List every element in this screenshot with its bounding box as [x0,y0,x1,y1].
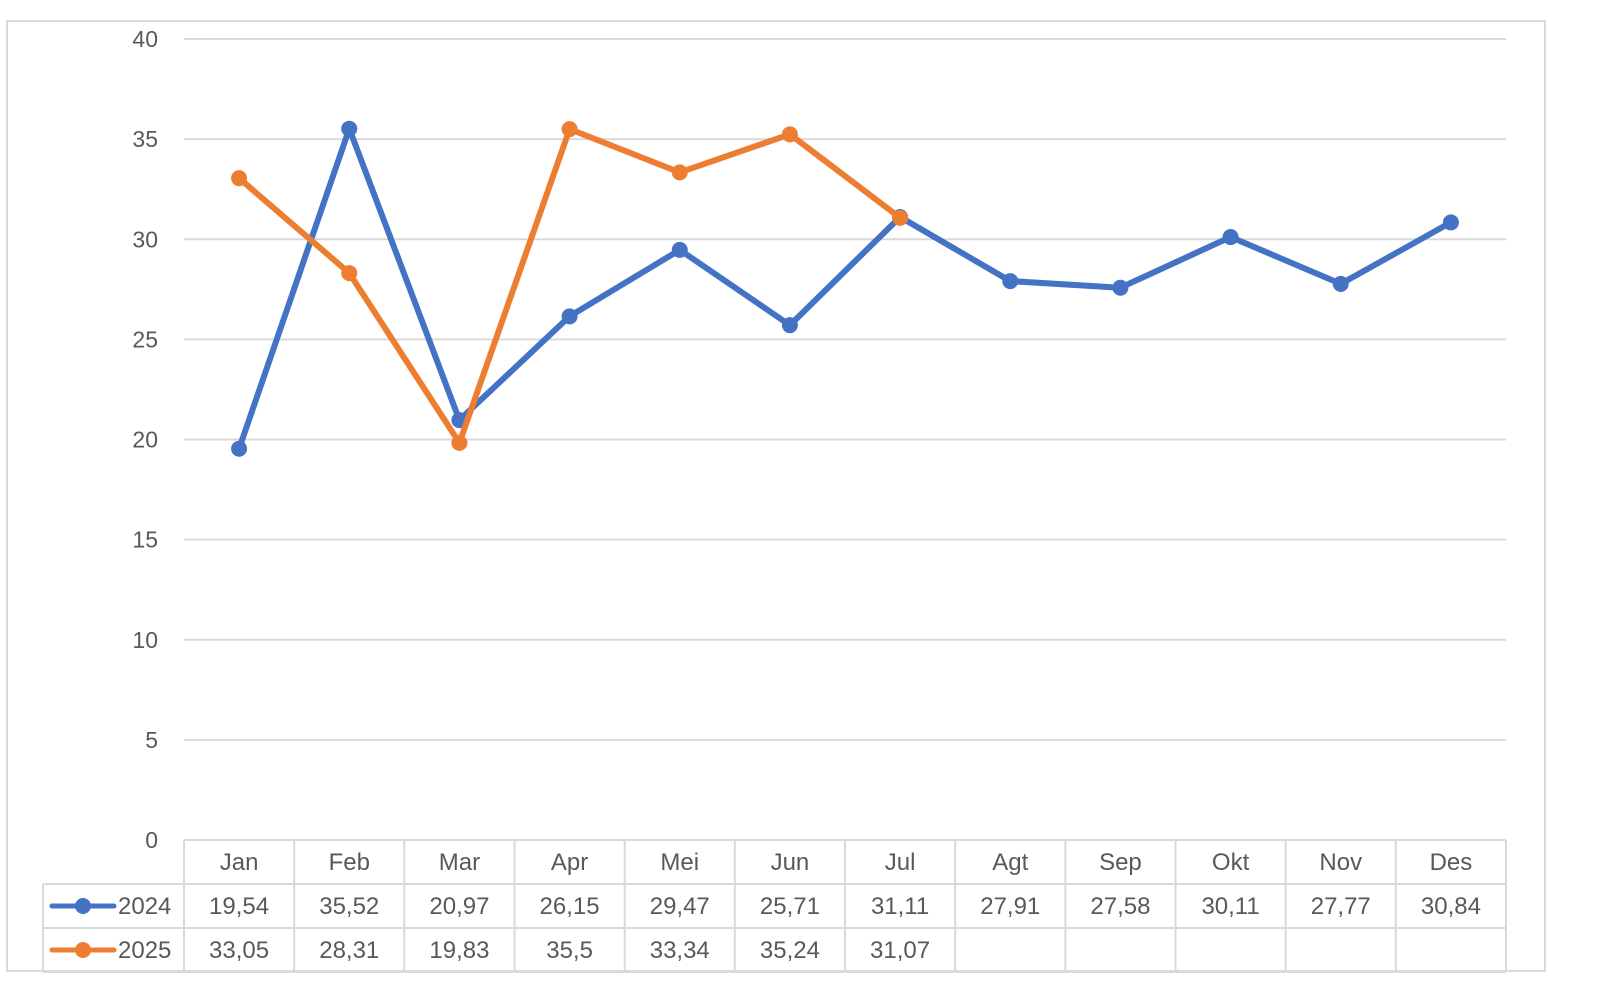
legend-series-name: 2024 [118,893,171,920]
data-point [561,121,578,138]
data-table-value: 33,34 [650,937,710,964]
legend-key-marker [75,942,91,958]
data-point [561,308,578,325]
x-category-label: Jul [885,849,916,876]
data-table-value: 20,97 [429,893,489,920]
series-line [236,125,1454,452]
data-table-value: 31,11 [871,893,929,920]
data-table-value: 28,31 [319,937,379,964]
data-point [1442,214,1459,231]
data-point [892,209,909,226]
data-table-value: 35,52 [319,893,379,920]
data-table-value: 25,71 [760,893,820,920]
y-tick-label: 20 [132,427,158,453]
y-tick-label: 5 [145,727,158,753]
data-table-value: 19,83 [429,937,489,964]
y-tick-label: 40 [132,26,158,52]
data-table-value: 33,05 [209,937,269,964]
y-tick-label: 0 [145,827,158,853]
legend-series-name: 2025 [118,937,171,964]
data-table: Jan Feb Mar Apr Mei Jun Jul Agt Sep Okt Nov Des 2024… [42,839,1507,973]
legend-key-marker [75,898,91,914]
data-table-value: 29,47 [650,893,710,920]
x-category-label: Jun [771,849,810,876]
data-point [781,126,798,143]
data-point [781,317,798,334]
series-lines [231,120,1459,457]
data-table-value: 31,07 [870,937,930,964]
data-point [231,440,248,457]
data-table-value: 35,24 [760,937,820,964]
data-table-value: 35,5 [546,937,593,964]
data-table-value: 27,91 [980,893,1040,920]
x-category-label: Nov [1319,849,1362,876]
x-category-label: Jan [220,849,259,876]
x-category-label: Feb [329,849,370,876]
data-point [341,120,358,137]
data-point [341,265,358,282]
y-axis-tick-labels: 0 5 10 15 20 25 30 35 40 [132,26,158,853]
data-table-value: 19,54 [209,893,269,920]
data-point [671,241,688,258]
data-point [671,164,688,181]
data-table-value: 27,77 [1311,893,1371,920]
data-point [451,434,468,451]
data-point [1332,275,1349,292]
data-table-value: 30,84 [1421,893,1481,920]
x-category-label: Apr [551,849,588,876]
x-category-label: Mei [660,849,699,876]
x-category-label: Mar [439,849,480,876]
data-table-value: 30,11 [1201,893,1259,920]
chart-frame [6,20,1546,972]
data-table-value: 27,58 [1090,893,1150,920]
x-category-label: Des [1430,849,1473,876]
x-category-label: Sep [1099,849,1142,876]
data-point [231,170,248,187]
series-line [236,126,904,446]
data-point [1112,279,1129,296]
x-category-label: Agt [992,849,1028,876]
data-table-value: 26,15 [540,893,600,920]
data-point [1222,229,1239,246]
y-tick-label: 10 [132,627,158,653]
y-tick-label: 30 [132,226,158,252]
gridlines [184,38,1506,741]
data-point [1002,273,1019,290]
x-category-label: Okt [1212,849,1250,876]
y-tick-label: 35 [132,126,158,152]
y-tick-label: 15 [132,527,158,553]
y-tick-label: 25 [132,326,158,352]
